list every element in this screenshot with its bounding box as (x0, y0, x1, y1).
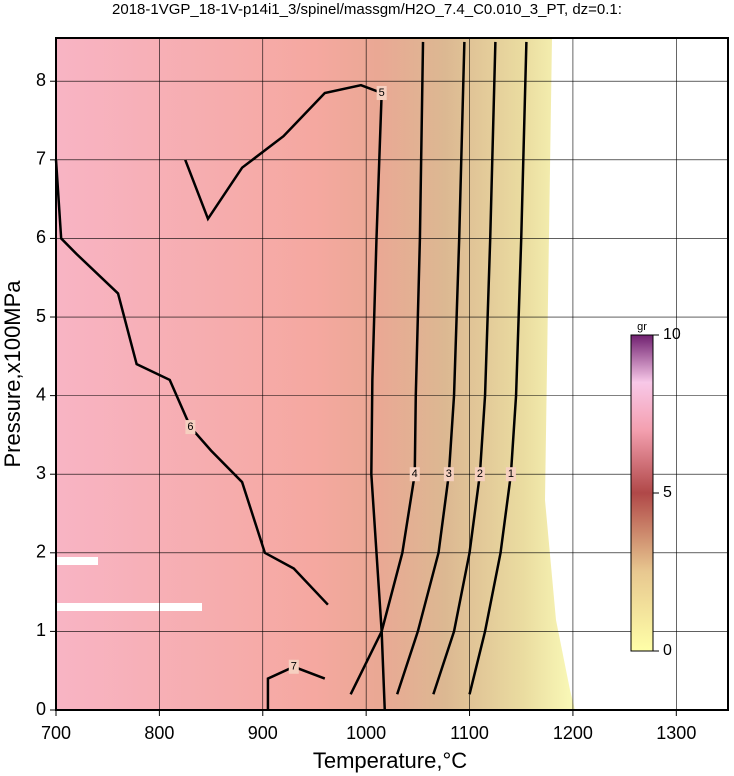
y-tick-label: 5 (36, 306, 46, 326)
x-tick-label: 1000 (346, 723, 386, 743)
contour-label: 1 (508, 468, 514, 480)
x-tick-label: 700 (41, 723, 71, 743)
contour-label: 7 (291, 661, 297, 673)
contour-label-bg (505, 467, 516, 482)
y-tick-label: 8 (36, 70, 46, 90)
y-tick-label: 7 (36, 149, 46, 169)
x-tick-label: 1200 (553, 723, 593, 743)
contour-label: 4 (412, 468, 418, 480)
contour-label: 6 (187, 421, 193, 433)
y-axis-label: Pressure,x100MPa (0, 280, 25, 468)
x-tick-label: 1300 (656, 723, 696, 743)
colorbar (630, 334, 654, 652)
x-axis-label: Temperature,°C (313, 748, 467, 773)
colorbar-label: gr (637, 321, 647, 333)
contour-label-bg (288, 659, 299, 674)
colorbar-tick-label: 5 (663, 484, 672, 501)
colorbar-tick-label: 10 (663, 326, 681, 343)
frame (55, 37, 729, 711)
colorbar-tick-label: 0 (663, 642, 672, 659)
y-tick-label: 2 (36, 542, 46, 562)
contour-label-bg (474, 467, 485, 482)
contour-label: 2 (477, 468, 483, 480)
y-tick-label: 3 (36, 463, 46, 483)
contour-line (266, 665, 326, 710)
field (56, 38, 575, 710)
contour-line (54, 159, 329, 606)
chart-title: 2018-1VGP_18-1V-p14i1_3/spinel/massgm/H2… (112, 1, 622, 18)
contour-label: 3 (446, 468, 452, 480)
y-tick-label: 6 (36, 227, 46, 247)
contour-label-bg (409, 467, 420, 482)
x-tick-label: 1100 (450, 723, 489, 743)
gap (56, 603, 202, 611)
y-tick-label: 1 (36, 620, 46, 640)
y-tick-label: 0 (36, 699, 46, 719)
x-tick-label: 800 (144, 723, 174, 743)
gap (56, 557, 98, 565)
x-tick-label: 900 (248, 723, 278, 743)
y-tick-label: 4 (36, 384, 46, 404)
contour-label-bg (443, 467, 454, 482)
contour-label-bg (185, 420, 196, 435)
contour-label: 5 (379, 87, 385, 99)
contour-label-bg (376, 86, 387, 101)
